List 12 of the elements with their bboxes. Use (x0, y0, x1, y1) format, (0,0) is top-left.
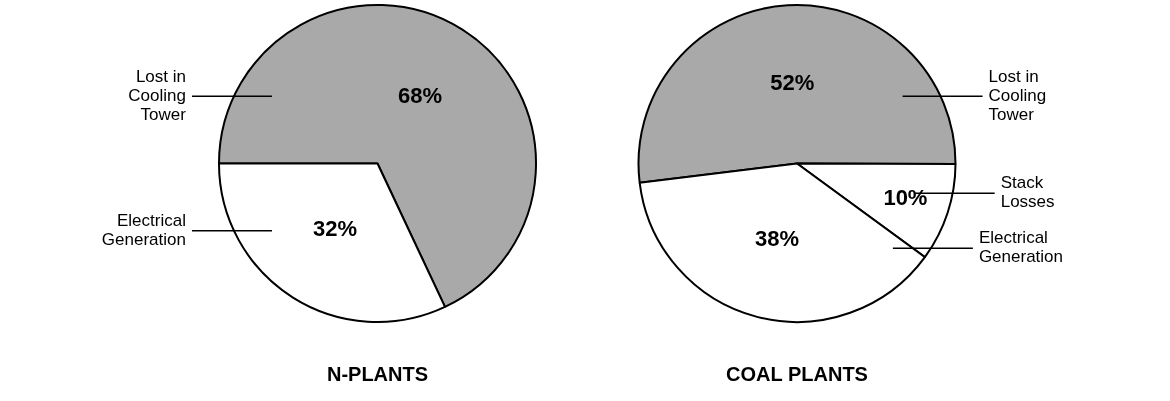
slice-label: Stack Losses (1000, 173, 1055, 212)
data-label: 68% (397, 82, 442, 108)
slice-label: Electrical Generation (978, 228, 1064, 267)
slice-label: Electrical Generation (101, 210, 186, 249)
data-label: 38% (755, 226, 800, 252)
text: N-PLANTS (326, 362, 429, 385)
text: COAL PLANTS (726, 362, 868, 385)
data-label: 52% (770, 70, 815, 96)
slice-label: Lost in Cooling Tower (128, 66, 187, 124)
data-label: 10% (883, 185, 928, 211)
data-label: 32% (313, 216, 358, 242)
slice-label: Lost in Cooling Tower (988, 67, 1047, 125)
